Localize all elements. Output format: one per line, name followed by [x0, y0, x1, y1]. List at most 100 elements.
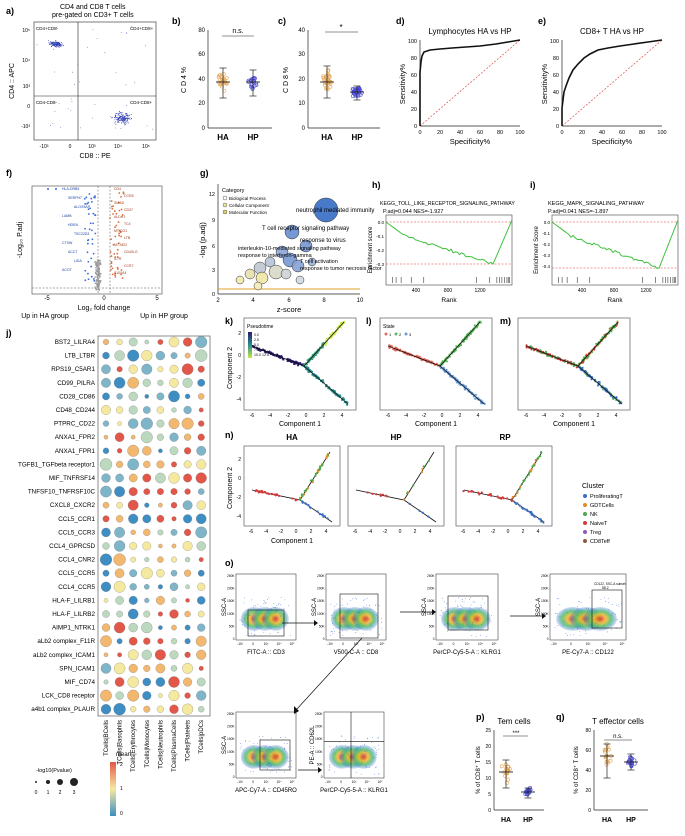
panel-a-ylabel: CD4 :: APC: [9, 63, 16, 99]
panel-f-ylabel: -Log₁₀ P.adj: [17, 221, 24, 258]
flow-event: [350, 600, 352, 602]
volcano-dot-up: [111, 267, 114, 270]
flow-dot: [57, 45, 58, 47]
flow-xtick: 10⁴: [277, 780, 283, 784]
flow-dot: [57, 44, 59, 46]
flow-event: [559, 616, 561, 618]
n-ytick-2: 2: [238, 457, 241, 463]
flow-event: [463, 601, 465, 603]
dotplot-row-label: BST2_LILRA4: [55, 339, 96, 346]
dotplot-dot: [168, 676, 180, 688]
flow-event: [576, 608, 578, 610]
trajectory-cell: [525, 346, 528, 349]
volcano-dot-down: [86, 239, 89, 242]
dotplot-dot: [182, 663, 193, 674]
panel-l-xlabel: Component 1: [415, 421, 457, 428]
flow-event: [373, 613, 375, 615]
d-ytick-4: 60: [411, 73, 417, 79]
dotplot-dot: [102, 351, 110, 360]
flow-xtick: 10³: [465, 642, 470, 646]
n-ytick-m2: -2: [237, 495, 242, 501]
trajectory-cell: [612, 397, 615, 401]
dotplot-dot: [157, 611, 163, 617]
flow-xlabel: PerCP-Cy5-5-A :: KLRG1: [433, 650, 501, 656]
b-ytick-60: 60: [198, 52, 205, 58]
flow-dot: [127, 119, 129, 120]
flow-event: [479, 634, 481, 636]
flow-event: [608, 602, 610, 604]
flow-event: [481, 606, 483, 608]
dotplot-dot: [102, 542, 110, 550]
trajectory-cell: [307, 370, 310, 373]
k-xtick-2: -4: [268, 413, 273, 419]
flow-event: [377, 744, 379, 746]
dotplot-row-label: MIF_TNFRSF14: [49, 475, 96, 482]
flow-dot: [48, 40, 49, 41]
volcano-dot-down: [87, 208, 90, 211]
flow-event: [588, 608, 589, 609]
dotplot-row-label: CCL5_CCR3: [58, 529, 95, 536]
flow-density: [583, 607, 617, 631]
p-ytick-25: 25: [485, 728, 491, 734]
flow-event: [579, 634, 581, 636]
flow-event: [377, 737, 379, 739]
flow-event: [284, 599, 286, 601]
volcano-dot: [96, 286, 99, 288]
flow-xtick: 10³: [264, 780, 269, 784]
flow-event: [364, 743, 365, 745]
flow-dot: [50, 125, 51, 126]
flow-event: [585, 630, 586, 632]
flow-dot: [52, 43, 54, 45]
flow-dot: [127, 119, 129, 121]
flow-dot: [123, 120, 125, 122]
dotplot-dot: [198, 407, 204, 413]
trajectory-cell: [480, 491, 483, 494]
trajectory-cell: [529, 345, 532, 348]
flow-dot: [118, 119, 119, 121]
flow-event: [257, 614, 259, 616]
n-xtick-hp-3: -2: [383, 529, 388, 535]
trajectory-cell: [514, 494, 517, 497]
flow-dot: [117, 118, 119, 120]
flow-event: [567, 612, 568, 613]
flow-dot: [50, 43, 52, 45]
trajectory-cell: [525, 344, 528, 347]
flow-event: [374, 773, 375, 775]
k-legend-v3: 7.5: [254, 348, 259, 352]
dotplot-dot: [157, 638, 164, 645]
flow-dot: [126, 33, 128, 34]
trajectory-cell: [388, 344, 391, 347]
flow-event: [357, 619, 359, 621]
flow-ytick: 200K: [427, 587, 435, 591]
flow-event: [557, 625, 559, 627]
volcano-dot-down: [84, 269, 87, 272]
flow-ytick: 0: [547, 637, 549, 641]
dotplot-dot: [196, 445, 207, 456]
flow-dot: [48, 42, 50, 44]
dotplot-dot: [127, 608, 139, 620]
volcano-dot-down: [88, 193, 91, 195]
volcano-dot-down: [93, 279, 96, 282]
volcano-dot-up: [120, 208, 123, 211]
volcano-dot-up: [114, 256, 117, 258]
cluster-swatch: [583, 503, 587, 507]
trajectory-cell: [309, 506, 312, 509]
h-ytick-2: -0.1: [376, 234, 384, 239]
flow-dot: [125, 84, 127, 86]
flow-dot: [80, 127, 82, 129]
flow-event: [345, 739, 347, 741]
flow-event: [244, 739, 246, 741]
dotplot-dot: [141, 622, 153, 634]
cluster-swatch: [583, 539, 587, 543]
flow-event: [366, 750, 368, 752]
flow-xlabel: PE-Cy7-A :: CD122: [562, 650, 614, 656]
dotplot-dot: [143, 488, 151, 495]
o-arrow-4: [295, 637, 363, 711]
flow-dot: [122, 114, 124, 116]
flow-event: [374, 767, 376, 769]
panel-c-ylabel: C D 8 %: [283, 67, 290, 93]
dotplot-dot: [115, 473, 124, 483]
gene-label: CCR7: [124, 264, 134, 268]
dotplot-dot: [113, 580, 126, 593]
flow-event: [375, 605, 376, 607]
